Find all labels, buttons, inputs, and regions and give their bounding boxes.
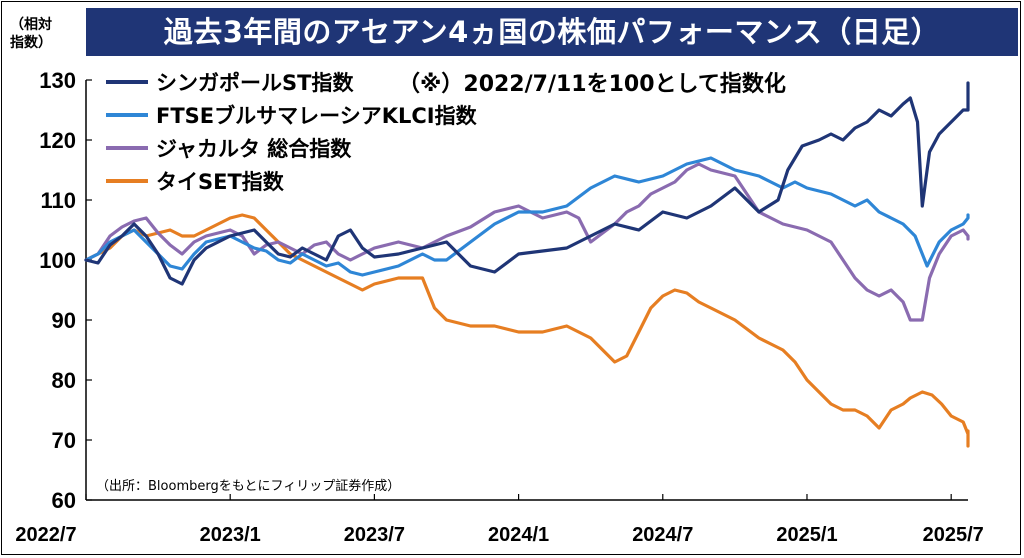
y-tick-label: 110 [41,188,77,213]
y-axis-unit-label: （相対 指数） [10,17,52,51]
chart-title: 過去3年間のアセアン4ヵ国の株価パフォーマンス（日足） [163,15,941,49]
series-line-2 [84,156,970,277]
x-tick-label: 2022/7 [15,524,76,546]
x-tick-label: 2023/7 [344,524,405,546]
series-lines [84,81,970,448]
y-tick-label: 60 [52,488,76,513]
series-line-4 [84,213,970,448]
title-bar: 過去3年間のアセアン4ヵ国の株価パフォーマンス（日足） [86,8,1018,56]
y-tick-label: 70 [52,428,76,453]
legend-label-4: タイSET指数 [156,170,285,194]
index-note: （※）2022/7/11を100として指数化 [398,71,786,97]
y-tick-label: 120 [39,128,76,153]
x-tick-label: 2025/7 [923,524,984,546]
x-tick-label: 2023/1 [200,524,261,546]
x-axis-ticks: 2022/7 2023/1 2023/7 2024/1 2024/7 2025/1 2025… [15,494,984,546]
legend-label-2: FTSEブルサマレーシアKLCI指数 [156,104,478,128]
x-tick-label: 2024/7 [632,524,693,546]
source-note: （出所：Bloombergをもとにフィリップ証券作成） [96,478,400,494]
legend-label-1: シンガポールST指数 [156,71,354,95]
axes [85,80,968,501]
x-tick-label: 2025/1 [776,524,837,546]
y-axis-ticks: 60 70 80 90 100 110 120 130 [39,68,92,513]
y-tick-label: 130 [39,68,76,93]
y-tick-label: 90 [52,308,76,333]
x-tick-label: 2024/1 [488,524,549,546]
y-tick-label: 80 [52,368,76,393]
y-tick-label: 100 [39,248,76,273]
legend-label-3: ジャカルタ 総合指数 [156,137,352,161]
series-line-3 [84,162,970,322]
series-line-1 [84,81,970,286]
